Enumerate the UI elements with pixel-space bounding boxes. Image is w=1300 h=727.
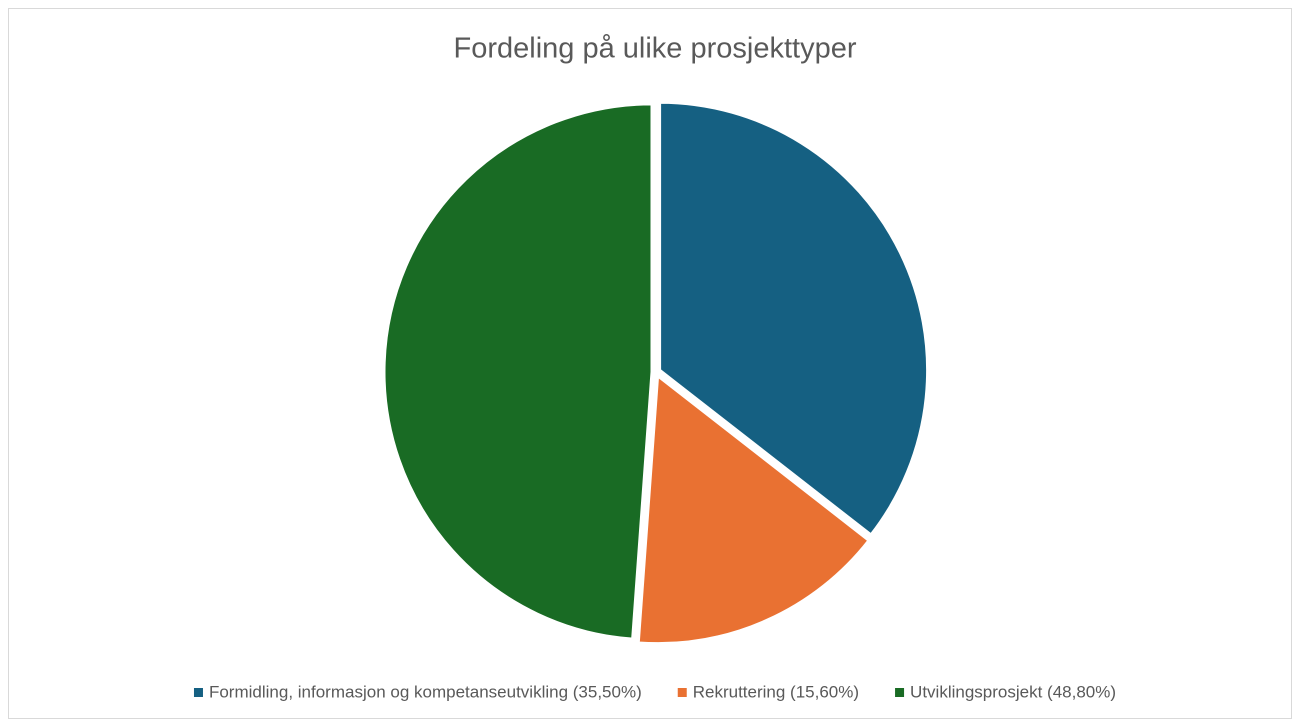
legend-swatch [895,688,905,697]
pie-slice [382,102,654,641]
chart-title: Fordeling på ulike prosjekttyper [454,33,857,65]
legend-label: Utviklingsprosjekt (48,80%) [910,682,1116,701]
pie-slice [658,100,930,538]
legend-swatch [677,688,687,697]
pie-slice [636,372,872,646]
legend-label: Rekruttering (15,60%) [693,682,859,701]
legend-label: Formidling, informasjon og kompetanseutv… [209,682,642,701]
legend-swatch [193,688,203,697]
